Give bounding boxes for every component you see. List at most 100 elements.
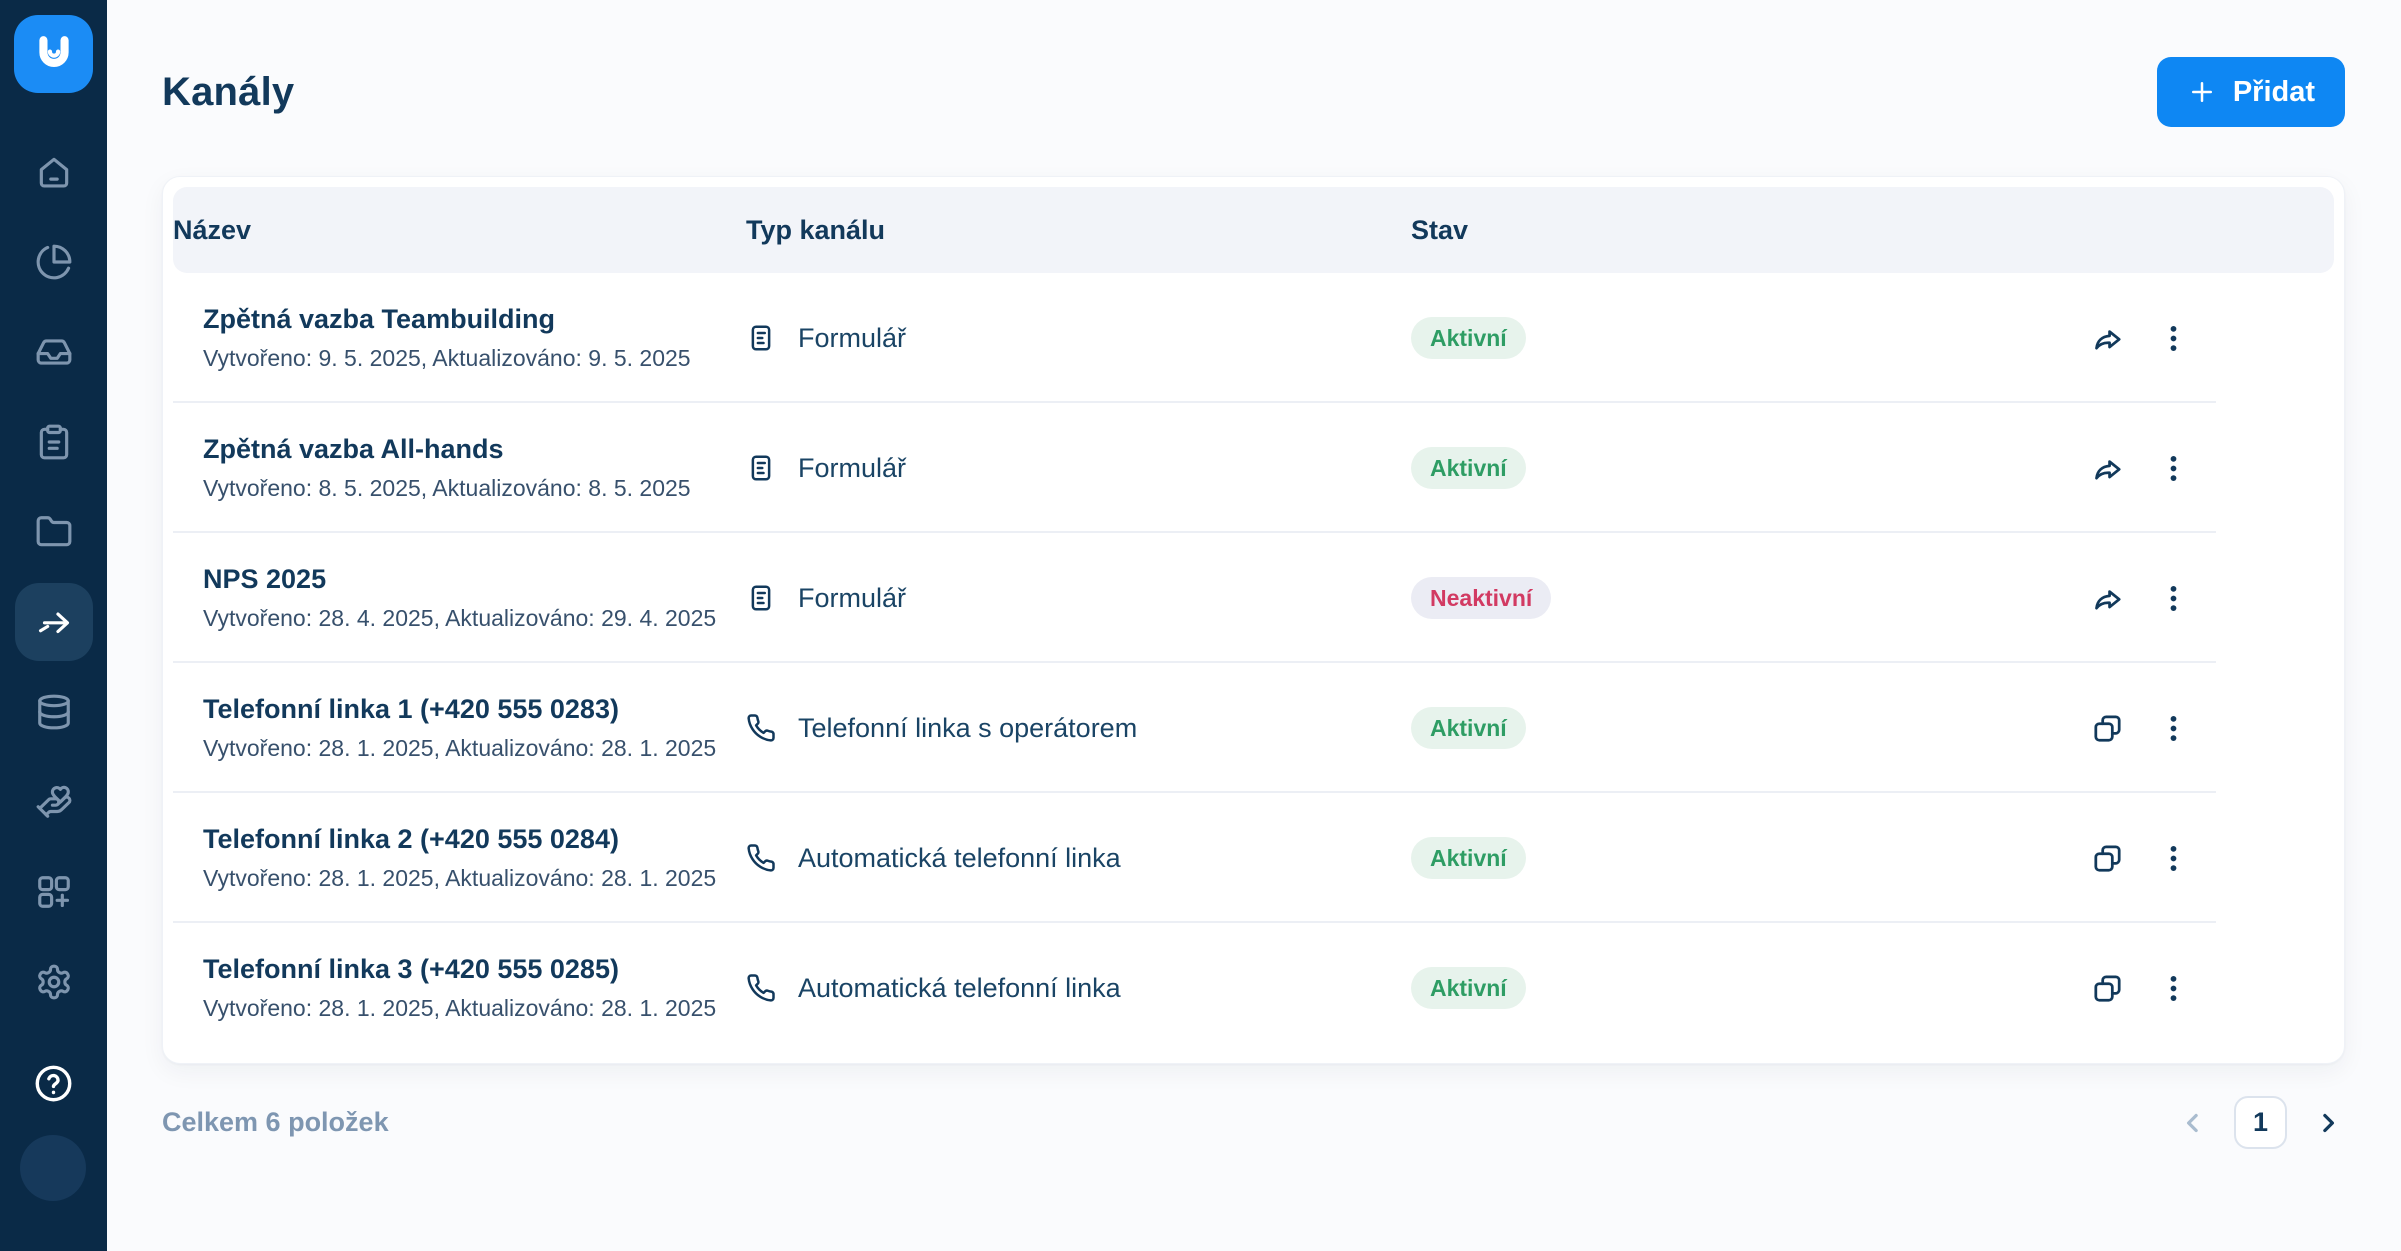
- channel-type-label: Formulář: [798, 582, 907, 613]
- home-icon: [35, 153, 73, 191]
- page-header: Kanály Přidat: [162, 57, 2345, 127]
- share-button[interactable]: [2089, 450, 2125, 486]
- status-badge: Aktivní: [1411, 317, 1526, 359]
- sidebar-item-folder[interactable]: [34, 512, 74, 552]
- apps-plus-icon: [35, 873, 73, 911]
- current-page-button[interactable]: 1: [2234, 1096, 2287, 1149]
- phone-icon: [746, 713, 776, 743]
- column-header-type: Typ kanálu: [746, 214, 886, 245]
- row-menu-button[interactable]: [2155, 450, 2191, 486]
- next-page-button[interactable]: [2311, 1106, 2345, 1140]
- kebab-icon: [2157, 582, 2190, 615]
- channel-name: NPS 2025: [203, 564, 327, 594]
- share-icon: [2091, 322, 2124, 355]
- previous-page-button[interactable]: [2176, 1106, 2210, 1140]
- copy-button[interactable]: [2089, 710, 2125, 746]
- row-menu-button[interactable]: [2155, 840, 2191, 876]
- kebab-icon: [2157, 972, 2190, 1005]
- row-menu-button[interactable]: [2155, 710, 2191, 746]
- status-badge: Neaktivní: [1411, 577, 1552, 619]
- table-body: Zpětná vazba Teambuilding Vytvořeno: 9. …: [173, 273, 2334, 1053]
- copy-icon: [2091, 842, 2124, 875]
- channel-meta: Vytvořeno: 28. 1. 2025, Aktualizováno: 2…: [203, 995, 717, 1021]
- inbox-icon: [35, 333, 73, 371]
- form-icon: [746, 583, 776, 613]
- channel-type-label: Telefonní linka s operátorem: [798, 712, 1138, 743]
- channel-name: Telefonní linka 1 (+420 555 0283): [203, 694, 619, 724]
- help-button[interactable]: [33, 1063, 74, 1104]
- plus-icon: [2187, 77, 2217, 107]
- gear-icon: [35, 963, 73, 1001]
- avatar[interactable]: [20, 1135, 86, 1201]
- sidebar-item-gear[interactable]: [34, 962, 74, 1002]
- table-row[interactable]: Zpětná vazba All-hands Vytvořeno: 8. 5. …: [173, 403, 2334, 533]
- row-menu-button[interactable]: [2155, 970, 2191, 1006]
- sidebar-nav: [0, 152, 107, 1002]
- table-row[interactable]: Telefonní linka 2 (+420 555 0284) Vytvoř…: [173, 793, 2334, 923]
- table-row[interactable]: Zpětná vazba Teambuilding Vytvořeno: 9. …: [173, 273, 2334, 403]
- channel-meta: Vytvořeno: 28. 4. 2025, Aktualizováno: 2…: [203, 605, 717, 631]
- copy-icon: [2091, 712, 2124, 745]
- channel-type-label: Automatická telefonní linka: [798, 972, 1121, 1003]
- share-button[interactable]: [2089, 320, 2125, 356]
- row-menu-button[interactable]: [2155, 580, 2191, 616]
- sidebar-item-home[interactable]: [34, 152, 74, 192]
- kebab-icon: [2157, 712, 2190, 745]
- sidebar-item-hand-heart[interactable]: [34, 782, 74, 822]
- channel-name: Telefonní linka 2 (+420 555 0284): [203, 824, 619, 854]
- pie-chart-icon: [35, 243, 73, 281]
- sidebar-item-arrow-skip[interactable]: [14, 583, 93, 661]
- channel-type-label: Formulář: [798, 452, 907, 483]
- phone-icon: [746, 973, 776, 1003]
- total-items-label: Celkem 6 položek: [162, 1107, 389, 1137]
- page-title: Kanály: [162, 69, 295, 114]
- sidebar: [0, 0, 107, 1251]
- status-badge: Aktivní: [1411, 707, 1526, 749]
- chevron-left-icon: [2178, 1108, 2208, 1138]
- list-footer: Celkem 6 položek 1: [162, 1096, 2345, 1149]
- table-row[interactable]: NPS 2025 Vytvořeno: 28. 4. 2025, Aktuali…: [173, 533, 2334, 663]
- channel-meta: Vytvořeno: 8. 5. 2025, Aktualizováno: 8.…: [203, 475, 691, 501]
- hand-heart-icon: [35, 783, 73, 821]
- sidebar-item-apps-plus[interactable]: [34, 872, 74, 912]
- channel-meta: Vytvořeno: 9. 5. 2025, Aktualizováno: 9.…: [203, 345, 691, 371]
- app-logo[interactable]: [14, 15, 93, 93]
- sidebar-item-inbox[interactable]: [34, 332, 74, 372]
- copy-button[interactable]: [2089, 970, 2125, 1006]
- form-icon: [746, 453, 776, 483]
- copy-button[interactable]: [2089, 840, 2125, 876]
- column-header-status: Stav: [1411, 214, 1469, 245]
- chevron-right-icon: [2313, 1108, 2343, 1138]
- channel-type-label: Formulář: [798, 322, 907, 353]
- clipboard-icon: [35, 423, 73, 461]
- share-icon: [2091, 452, 2124, 485]
- table-row[interactable]: Telefonní linka 1 (+420 555 0283) Vytvoř…: [173, 663, 2334, 793]
- channel-name: Zpětná vazba All-hands: [203, 434, 504, 464]
- sidebar-item-database[interactable]: [34, 692, 74, 732]
- database-icon: [35, 693, 73, 731]
- share-button[interactable]: [2089, 580, 2125, 616]
- sidebar-item-pie-chart[interactable]: [34, 242, 74, 282]
- phone-icon: [746, 843, 776, 873]
- kebab-icon: [2157, 842, 2190, 875]
- main-content: Kanály Přidat Název Typ kanálu Stav Zpět…: [107, 0, 2401, 1251]
- table-header-row: Název Typ kanálu Stav: [173, 187, 2334, 273]
- kebab-icon: [2157, 452, 2190, 485]
- status-badge: Aktivní: [1411, 837, 1526, 879]
- u-logo-icon: [28, 28, 80, 80]
- arrow-skip-icon: [35, 603, 73, 641]
- add-button[interactable]: Přidat: [2156, 57, 2345, 127]
- table-row[interactable]: Telefonní linka 3 (+420 555 0285) Vytvoř…: [173, 923, 2334, 1053]
- status-badge: Aktivní: [1411, 967, 1526, 1009]
- sidebar-item-clipboard[interactable]: [34, 422, 74, 462]
- add-button-label: Přidat: [2232, 75, 2315, 108]
- copy-icon: [2091, 972, 2124, 1005]
- row-menu-button[interactable]: [2155, 320, 2191, 356]
- column-header-name: Název: [173, 214, 252, 245]
- help-icon: [33, 1063, 74, 1104]
- channel-type-label: Automatická telefonní linka: [798, 842, 1121, 873]
- status-badge: Aktivní: [1411, 447, 1526, 489]
- form-icon: [746, 323, 776, 353]
- share-icon: [2091, 582, 2124, 615]
